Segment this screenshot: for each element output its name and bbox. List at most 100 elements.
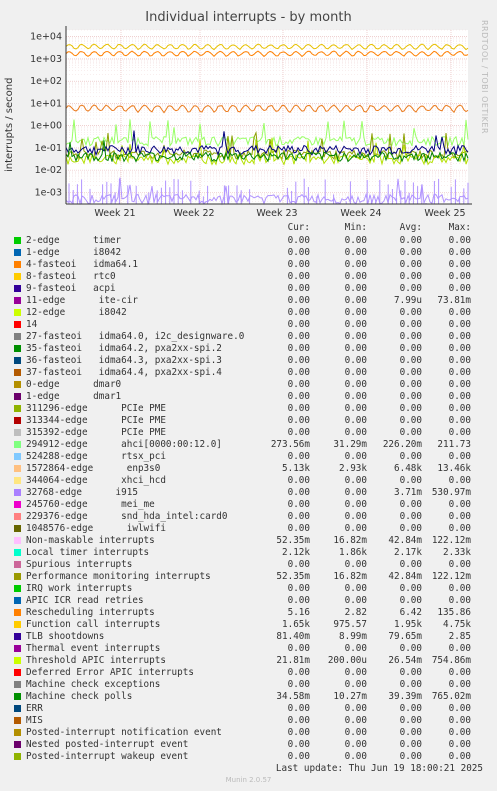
legend-cur: 0.00 — [287, 415, 310, 426]
legend-label: Local timer interrupts — [26, 547, 150, 558]
legend-min: 0.00 — [344, 355, 367, 366]
legend-row: 4-fasteoi idma64.1 0.00 0.00 0.00 0.00 — [14, 259, 484, 271]
legend-label: 32768-edge i915 — [26, 487, 138, 498]
legend-swatch — [14, 693, 21, 700]
y-tick-label: 1e-03 — [35, 187, 62, 198]
legend-cur: 0.00 — [287, 403, 310, 414]
legend-label: 1048576-edge iwlwifi — [26, 523, 166, 534]
legend-avg: 42.84m — [388, 571, 422, 582]
legend-cur: 0.00 — [287, 235, 310, 246]
legend-row: 245760-edge mei_me 0.00 0.00 0.00 0.00 — [14, 499, 484, 511]
x-tick-label: Week 22 — [173, 208, 214, 219]
legend-swatch — [14, 285, 21, 292]
legend-row: Spurious interrupts 0.00 0.00 0.00 0.00 — [14, 559, 484, 571]
legend-min: 975.57 — [333, 619, 367, 630]
y-tick-label: 1e+01 — [30, 98, 62, 109]
legend-max: 0.00 — [448, 715, 471, 726]
legend-swatch — [14, 321, 21, 328]
legend-cur: 0.00 — [287, 595, 310, 606]
legend-cur: 52.35m — [276, 535, 310, 546]
legend-row: Nested posted-interrupt event 0.00 0.00 0.0… — [14, 739, 484, 751]
legend-avg: 0.00 — [399, 259, 422, 270]
legend-label: 37-fasteoi idma64.4, pxa2xx-spi.4 — [26, 367, 222, 378]
legend-max: 0.00 — [448, 307, 471, 318]
legend-row: Posted-interrupt notification event 0.00 0… — [14, 727, 484, 739]
legend-max: 0.00 — [448, 247, 471, 258]
legend-cur: 52.35m — [276, 571, 310, 582]
legend-max: 0.00 — [448, 283, 471, 294]
legend-swatch — [14, 669, 21, 676]
legend-row: 1572864-edge enp3s0 5.13k 2.93k 6.48k 13.46k — [14, 463, 484, 475]
legend-max: 0.00 — [448, 391, 471, 402]
legend-swatch — [14, 705, 21, 712]
legend-row: 11-edge ite-cir 0.00 0.00 7.99u 73.81m — [14, 295, 484, 307]
legend-row: 313344-edge PCIe PME 0.00 0.00 0.00 0.00 — [14, 415, 484, 427]
legend-cur: 81.40m — [276, 631, 310, 642]
legend-max: 0.00 — [448, 679, 471, 690]
legend-row: 0-edge dmar0 0.00 0.00 0.00 0.00 — [14, 379, 484, 391]
legend-swatch — [14, 273, 21, 280]
legend-swatch — [14, 477, 21, 484]
series-line — [65, 140, 469, 164]
legend-max: 211.73 — [437, 439, 471, 450]
legend-max: 0.00 — [448, 499, 471, 510]
legend-cur: 5.16 — [287, 607, 310, 618]
legend-avg: 0.00 — [399, 667, 422, 678]
legend-avg: 39.39m — [388, 691, 422, 702]
legend-label: 27-fasteoi idma64.0, i2c_designware.0 — [26, 331, 245, 342]
legend-min: 16.82m — [333, 535, 367, 546]
legend-min: 0.00 — [344, 487, 367, 498]
legend-swatch — [14, 237, 21, 244]
legend-avg: 0.00 — [399, 427, 422, 438]
legend-max: 0.00 — [448, 703, 471, 714]
legend-swatch — [14, 357, 21, 364]
header-min: Min: — [344, 222, 367, 233]
legend-min: 0.00 — [344, 559, 367, 570]
legend-cur: 0.00 — [287, 643, 310, 654]
legend-cur: 0.00 — [287, 295, 310, 306]
legend-max: 0.00 — [448, 511, 471, 522]
legend-row: Threshold APIC interrupts 21.81m 200.00u 26… — [14, 655, 484, 667]
y-tick-label: 1e-02 — [35, 165, 62, 176]
legend-label: Spurious interrupts — [26, 559, 133, 570]
legend-cur: 0.00 — [287, 355, 310, 366]
x-tick-label: Week 21 — [94, 208, 135, 219]
legend-min: 0.00 — [344, 379, 367, 390]
legend-swatch — [14, 681, 21, 688]
legend-avg: 0.00 — [399, 715, 422, 726]
legend-swatch — [14, 597, 21, 604]
legend-swatch — [14, 429, 21, 436]
legend-row: 8-fasteoi rtc0 0.00 0.00 0.00 0.00 — [14, 271, 484, 283]
legend-max: 2.85 — [448, 631, 471, 642]
legend-swatch — [14, 249, 21, 256]
legend-min: 0.00 — [344, 727, 367, 738]
x-tick-label: Week 23 — [256, 208, 297, 219]
y-tick-label: 1e+00 — [30, 121, 62, 132]
legend-avg: 0.00 — [399, 559, 422, 570]
rrdtool-credit: RRDTOOL / TOBI OETIKER — [480, 20, 489, 135]
legend-row: ERR 0.00 0.00 0.00 0.00 — [14, 703, 484, 715]
legend-cur: 0.00 — [287, 475, 310, 486]
legend-label: Posted-interrupt wakeup event — [26, 751, 189, 762]
legend-min: 0.00 — [344, 403, 367, 414]
legend-swatch — [14, 489, 21, 496]
legend-max: 0.00 — [448, 643, 471, 654]
legend-row: MIS 0.00 0.00 0.00 0.00 — [14, 715, 484, 727]
legend-avg: 2.17k — [394, 547, 422, 558]
legend-row: Posted-interrupt wakeup event 0.00 0.00 0.0… — [14, 751, 484, 763]
legend-cur: 0.00 — [287, 391, 310, 402]
legend-row: 1048576-edge iwlwifi 0.00 0.00 0.00 0.00 — [14, 523, 484, 535]
legend-avg: 0.00 — [399, 343, 422, 354]
legend-label: IRQ work interrupts — [26, 583, 133, 594]
legend-label: 1-edge i8042 — [26, 247, 122, 258]
legend-row: 37-fasteoi idma64.4, pxa2xx-spi.4 0.00 0.0… — [14, 367, 484, 379]
legend-min: 0.00 — [344, 259, 367, 270]
legend-min: 0.00 — [344, 271, 367, 282]
legend-avg: 3.71m — [394, 487, 422, 498]
legend-row: Deferred Error APIC interrupts 0.00 0.00 0.… — [14, 667, 484, 679]
legend-swatch — [14, 441, 21, 448]
legend-avg: 0.00 — [399, 271, 422, 282]
legend-min: 0.00 — [344, 703, 367, 714]
legend-label: 315392-edge PCIe PME — [26, 427, 166, 438]
legend-label: 9-fasteoi acpi — [26, 283, 116, 294]
